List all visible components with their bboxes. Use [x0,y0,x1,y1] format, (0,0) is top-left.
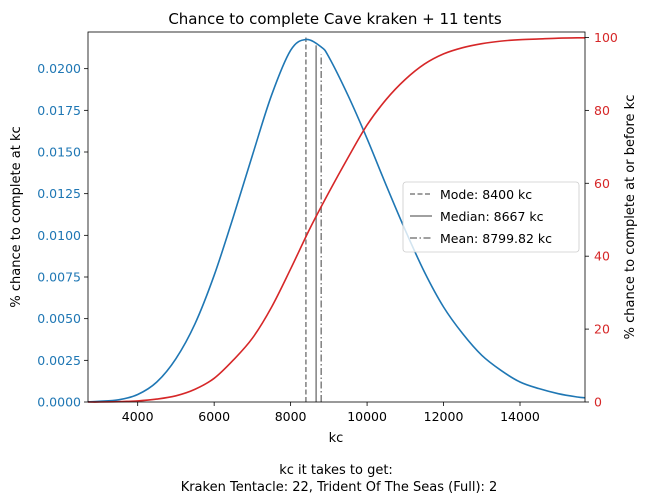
y-right-tick-label: 60 [594,176,610,191]
y-right-tick-label: 0 [594,395,602,410]
y-left-tick-label: 0.0075 [37,270,81,285]
y-right-tick-label: 40 [594,249,610,264]
y-right-tick-label: 100 [594,30,618,45]
x-tick-label: 12000 [424,409,464,424]
y-left-tick-label: 0.0200 [37,61,81,76]
y-axis-left: 0.0000 0.0025 0.0050 0.0075 0.0100 0.0125 0.01… [37,61,88,410]
y-left-tick-label: 0.0025 [37,353,81,368]
x-tick-label: 4000 [122,409,154,424]
legend-mode-label: Mode: 8400 kc [440,187,532,202]
y-left-tick-label: 0.0000 [37,395,81,410]
legend-box [402,181,580,253]
y-right-tick-label: 20 [594,322,610,337]
x-axis-label: kc [329,431,344,446]
x-axis: 4000 6000 8000 10000 12000 14000 [122,402,540,424]
plot-frame [87,31,586,403]
legend-mean-label: Mean: 8799.82 kc [440,231,552,246]
footer-line-1: kc it takes to get: [279,463,393,478]
x-tick-label: 10000 [347,409,387,424]
reference-lines [305,37,322,402]
series-line-cdf [87,37,586,403]
y-left-tick-label: 0.0100 [37,228,81,243]
y-left-tick-label: 0.0125 [37,186,81,201]
x-tick-label: 6000 [198,409,230,424]
series-lines [87,37,586,403]
legend: Mode: 8400 kc Median: 8667 kc Mean: 8799… [402,181,580,253]
legend-median-label: Median: 8667 kc [440,209,544,224]
x-tick-label: 14000 [500,409,540,424]
y-left-tick-label: 0.0175 [37,103,81,118]
y-axis-right-label: % chance to complete at or before kc [623,95,638,340]
y-axis-left-label: % chance to complete at kc [9,126,24,307]
chart-title: Chance to complete Cave kraken + 11 tent… [168,10,502,28]
x-tick-label: 8000 [275,409,307,424]
footer-line-2: Kraken Tentacle: 22, Trident Of The Seas… [181,480,498,495]
series-line-pdf [87,38,586,403]
y-axis-right: 0 20 40 60 80 100 [585,30,618,410]
y-right-tick-label: 80 [594,103,610,118]
y-left-tick-label: 0.0150 [37,145,81,160]
y-left-tick-label: 0.0050 [37,311,81,326]
